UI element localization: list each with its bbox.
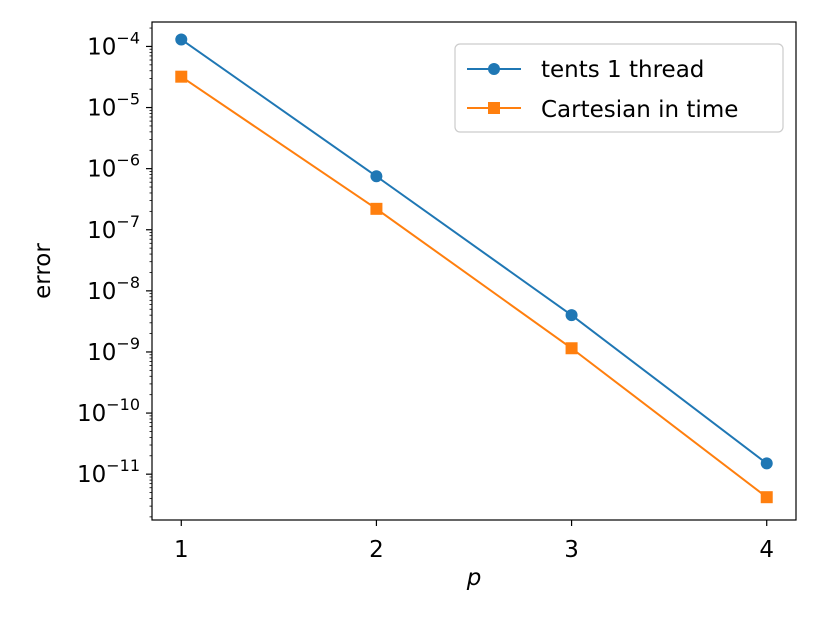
y-axis-label: error bbox=[30, 243, 56, 299]
y-tick-label: 10−4 bbox=[87, 28, 140, 60]
data-point bbox=[760, 457, 773, 470]
series-line-1 bbox=[180, 75, 768, 498]
data-point bbox=[370, 202, 383, 215]
legend: tents 1 thread Cartesian in time bbox=[454, 43, 784, 133]
legend-label-tents: tents 1 thread bbox=[541, 57, 704, 83]
y-tick-label: 10−7 bbox=[87, 212, 140, 244]
y-tick-label: 10−6 bbox=[87, 151, 140, 183]
data-point bbox=[760, 491, 773, 504]
y-tick-label: 10−11 bbox=[77, 456, 140, 488]
x-axis-label: p bbox=[466, 565, 482, 591]
legend-label-cartesian: Cartesian in time bbox=[541, 97, 738, 123]
y-tick-label: 10−8 bbox=[87, 273, 140, 305]
y-tick-label: 10−10 bbox=[77, 395, 140, 427]
data-point bbox=[565, 342, 578, 355]
y-tick-label: 10−9 bbox=[87, 334, 140, 366]
data-point bbox=[565, 309, 578, 322]
x-tick-label: 1 bbox=[174, 537, 189, 563]
data-point bbox=[175, 33, 188, 46]
legend-box bbox=[454, 43, 784, 133]
data-point bbox=[370, 170, 383, 183]
y-axis-ticks: 10−4 10−5 10−6 10−7 10−8 10−9 10−10 10−11 bbox=[77, 28, 152, 488]
legend-marker-cartesian bbox=[488, 102, 500, 114]
x-tick-label: 4 bbox=[759, 537, 774, 563]
x-tick-label: 2 bbox=[369, 537, 384, 563]
x-tick-label: 3 bbox=[564, 537, 579, 563]
series-line-0 bbox=[180, 38, 768, 465]
legend-marker-tents bbox=[488, 63, 500, 75]
y-tick-label: 10−5 bbox=[87, 90, 140, 122]
series-layer bbox=[175, 33, 773, 504]
plot-frame bbox=[151, 21, 797, 521]
data-point bbox=[175, 70, 188, 83]
x-axis-ticks: 1 2 3 4 bbox=[174, 520, 774, 563]
